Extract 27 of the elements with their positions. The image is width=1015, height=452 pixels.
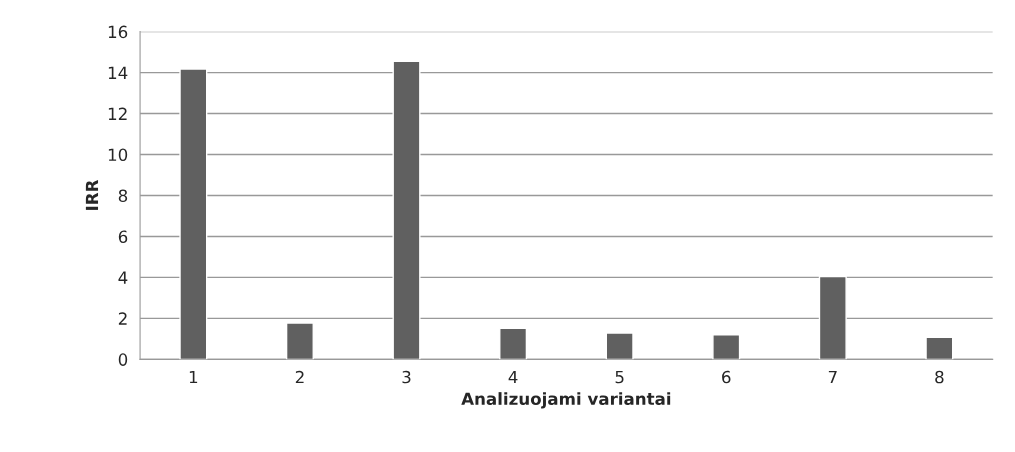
x-tick-label: 1 [189,370,198,384]
y-tick-label: 8 [118,189,128,203]
bar [712,334,741,360]
y-tick-label: 12 [108,107,127,120]
bar [818,275,847,360]
y-tick-label: 6 [118,230,128,244]
x-axis-title: Analizuojami variantai [461,392,671,409]
y-tick-label: 4 [118,271,128,284]
y-axis-title: IRR [85,179,99,210]
y-tick-label: 14 [108,66,128,79]
y-tick-label: 10 [108,148,128,162]
y-tick-label: 16 [108,25,128,39]
x-tick-label: 2 [295,370,304,384]
bar [925,336,954,360]
y-tick-label: 0 [118,353,128,366]
x-tick-label: 3 [402,370,411,384]
bar [605,332,634,360]
x-tick-label: 7 [828,370,837,384]
x-tick-label: 5 [615,370,624,384]
x-tick-label: 4 [508,370,518,384]
x-tick-label: 6 [722,370,731,384]
y-tick-label: 2 [118,312,127,325]
x-tick-label: 8 [935,370,944,384]
bar [179,68,208,360]
bar [392,60,421,360]
bar [285,322,314,360]
bar [499,327,528,360]
